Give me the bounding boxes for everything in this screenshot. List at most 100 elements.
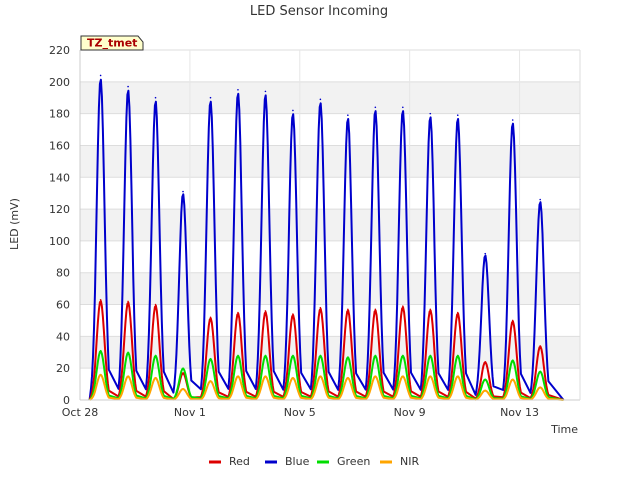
data-point-nir [237, 375, 239, 377]
grid-band [80, 209, 580, 241]
data-point-green [319, 354, 322, 357]
grid-band [80, 240, 580, 273]
data-point-red [374, 308, 377, 311]
data-point-green [99, 349, 102, 352]
y-tick-label: 140 [49, 171, 70, 184]
data-point-blue [319, 98, 322, 101]
data-point-red [99, 298, 102, 301]
y-axis-label: LED (mV) [8, 198, 21, 250]
data-point-green [402, 354, 404, 357]
grid-band [80, 272, 580, 305]
grid-band [80, 145, 580, 178]
axes [79, 50, 581, 401]
x-tick-label: Nov 9 [394, 406, 426, 419]
data-point-nir [484, 389, 487, 392]
y-tick-label: 60 [56, 299, 70, 312]
data-point-blue [99, 74, 102, 77]
data-point-red [154, 303, 157, 306]
legend-label-red: Red [229, 455, 250, 468]
data-point-green [264, 354, 267, 357]
series-layer [88, 74, 565, 401]
data-point-green [539, 370, 541, 373]
data-point-nir [429, 375, 432, 377]
data-point-nir [374, 375, 377, 377]
x-tick-label: Oct 28 [62, 406, 99, 419]
y-tick-label: 0 [63, 394, 70, 407]
data-point-nir [127, 375, 129, 377]
y-tick-label: 220 [49, 44, 70, 57]
data-point-blue [374, 106, 377, 109]
y-tick-label: 120 [49, 203, 70, 216]
x-tick-label: Nov 1 [174, 406, 206, 419]
data-point-blue [484, 252, 487, 255]
data-point-green [456, 354, 459, 357]
x-tick-label: Nov 5 [284, 406, 316, 419]
data-point-blue [209, 96, 212, 99]
grid-band [80, 177, 580, 210]
data-point-blue [429, 112, 432, 115]
data-point-red [319, 306, 322, 309]
y-tick-labels: 0 20 40 60 80 100 120 140 160 180 200 220 [49, 44, 70, 407]
data-point-nir [402, 375, 404, 377]
x-axis-label: Time [550, 423, 578, 436]
data-point-green [237, 354, 239, 357]
data-point-green [209, 357, 212, 360]
data-point-green [127, 351, 129, 354]
data-point-nir [209, 380, 212, 382]
data-point-green [511, 359, 514, 362]
x-tick-labels: Oct 28 Nov 1 Nov 5 Nov 9 Nov 13 [62, 406, 539, 419]
y-tick-label: 40 [56, 330, 70, 343]
data-point-blue [511, 119, 514, 121]
grid-band [80, 113, 580, 146]
data-point-blue [456, 114, 459, 117]
x-tick-label: Nov 13 [500, 406, 539, 419]
data-point-red [209, 316, 212, 319]
data-point-green [154, 354, 157, 357]
data-point-red [292, 313, 294, 315]
grid-band [80, 304, 580, 337]
data-point-blue [402, 106, 404, 109]
grid-band [80, 81, 580, 114]
data-point-blue [347, 114, 349, 117]
tz-badge: TZ_tmet [80, 35, 144, 51]
data-point-red [402, 305, 404, 307]
data-point-nir [154, 376, 157, 379]
plot-background [80, 50, 580, 400]
data-point-nir [264, 375, 267, 377]
tz-badge-box [80, 35, 144, 51]
data-point-blue [154, 96, 157, 99]
grid-band [80, 50, 580, 82]
legend: Red Blue Green NIR [209, 455, 419, 468]
y-tick-label: 180 [49, 108, 70, 121]
data-point-red [237, 311, 239, 314]
data-point-nir [292, 376, 294, 379]
y-tick-label: 100 [49, 235, 70, 248]
tz-badge-label: TZ_tmet [87, 37, 137, 50]
y-tick-label: 200 [49, 76, 70, 89]
data-point-red [347, 308, 349, 311]
data-point-red [264, 310, 267, 312]
series-line-blue [88, 78, 565, 401]
data-point-blue [292, 109, 294, 112]
data-point-green [484, 378, 487, 381]
series-line-green [88, 350, 564, 401]
legend-label-green: Green [337, 455, 370, 468]
data-point-red [429, 308, 432, 311]
data-point-nir [511, 378, 514, 381]
data-point-red [182, 372, 184, 374]
y-tick-label: 160 [49, 139, 70, 152]
data-point-nir [347, 376, 349, 379]
data-point-nir [456, 375, 459, 377]
y-tick-label: 80 [56, 267, 70, 280]
data-point-nir [99, 373, 102, 376]
data-point-blue [182, 190, 184, 193]
series-line-red [88, 300, 564, 401]
data-point-blue [264, 90, 267, 93]
y-tick-label: 20 [56, 362, 70, 375]
data-point-red [539, 345, 541, 347]
data-point-red [456, 311, 459, 314]
data-point-green [182, 367, 184, 369]
data-point-blue [539, 198, 541, 201]
data-point-nir [182, 388, 184, 390]
data-point-red [484, 361, 487, 363]
